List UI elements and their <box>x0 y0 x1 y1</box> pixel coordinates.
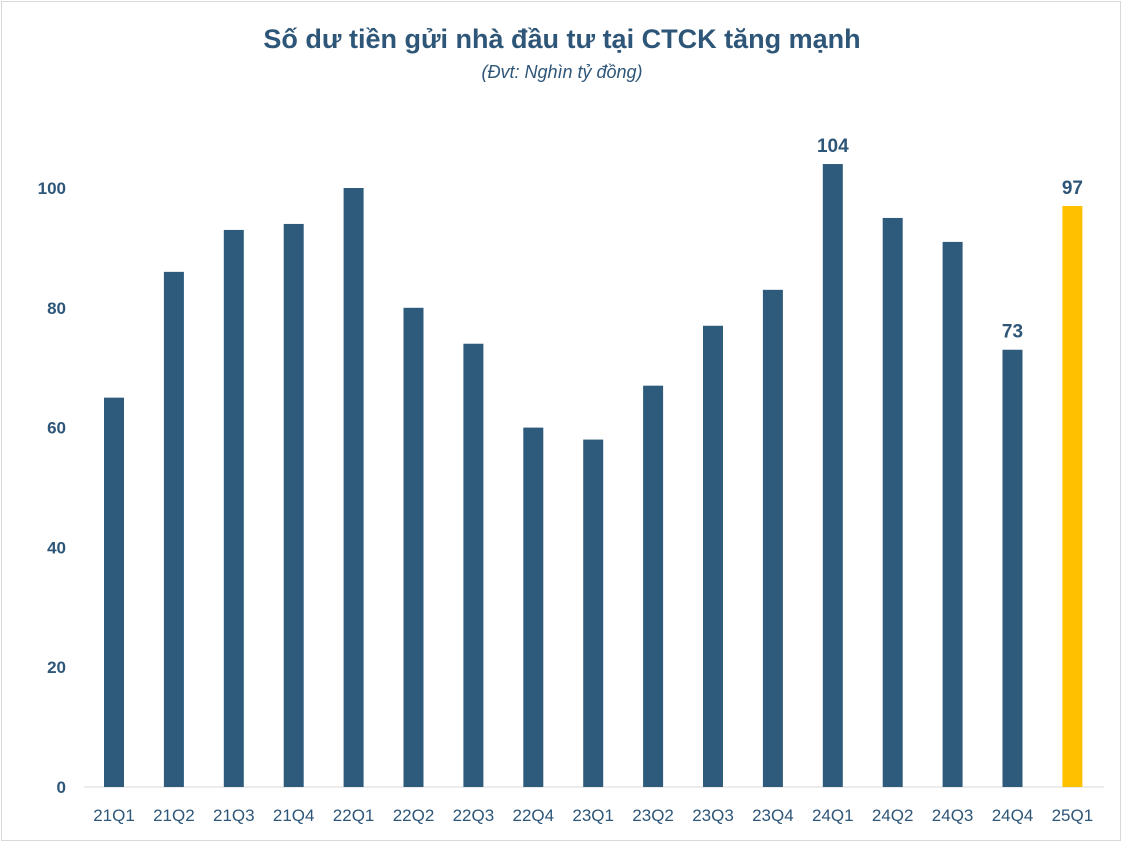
data-label-25Q1: 97 <box>1062 178 1083 199</box>
bar-24Q1 <box>822 164 843 788</box>
x-tick-label: 25Q1 <box>1052 806 1094 825</box>
x-tick-label: 21Q2 <box>153 806 195 825</box>
chart-subtitle: (Đvt: Nghìn tỷ đồng) <box>481 62 643 82</box>
y-tick-label: 60 <box>47 419 66 438</box>
x-tick-label: 22Q2 <box>393 806 435 825</box>
x-tick-label: 23Q4 <box>752 806 794 825</box>
y-tick-label: 20 <box>47 658 66 677</box>
bar-24Q4 <box>1002 349 1023 787</box>
bar-24Q3 <box>942 241 963 787</box>
bar-23Q2 <box>643 385 664 787</box>
data-label-24Q4: 73 <box>1002 322 1023 343</box>
y-tick-label: 80 <box>47 299 66 318</box>
x-tick-label: 21Q1 <box>93 806 135 825</box>
x-tick-label: 22Q4 <box>513 806 555 825</box>
bar-21Q2 <box>163 271 184 787</box>
bar-21Q4 <box>283 223 304 787</box>
chart-title: Số dư tiền gửi nhà đầu tư tại CTCK tăng … <box>263 24 861 54</box>
x-tick-label: 22Q3 <box>453 806 495 825</box>
y-tick-label: 100 <box>38 179 66 198</box>
bar-25Q1 <box>1062 205 1083 788</box>
x-tick-label: 21Q4 <box>273 806 315 825</box>
bar-24Q2 <box>882 217 903 787</box>
x-tick-label: 22Q1 <box>333 806 375 825</box>
x-tick-label: 21Q3 <box>213 806 255 825</box>
x-tick-label: 23Q1 <box>572 806 614 825</box>
x-tick-label: 24Q1 <box>812 806 854 825</box>
x-tick-label: 24Q4 <box>992 806 1034 825</box>
x-tick-label: 23Q3 <box>692 806 734 825</box>
bar-22Q4 <box>523 427 544 787</box>
bar-22Q1 <box>343 188 364 787</box>
bar-21Q3 <box>223 229 244 787</box>
bar-21Q1 <box>104 397 124 787</box>
data-label-24Q1: 104 <box>817 136 849 157</box>
y-tick-label: 0 <box>57 778 66 797</box>
y-tick-label: 40 <box>47 538 66 557</box>
bar-23Q1 <box>583 439 604 787</box>
bar-23Q4 <box>762 289 783 787</box>
bar-22Q2 <box>403 307 424 787</box>
x-tick-label: 23Q2 <box>632 806 674 825</box>
x-tick-label: 24Q3 <box>932 806 974 825</box>
bar-23Q3 <box>703 325 723 787</box>
x-tick-label: 24Q2 <box>872 806 914 825</box>
bar-22Q3 <box>463 343 484 787</box>
